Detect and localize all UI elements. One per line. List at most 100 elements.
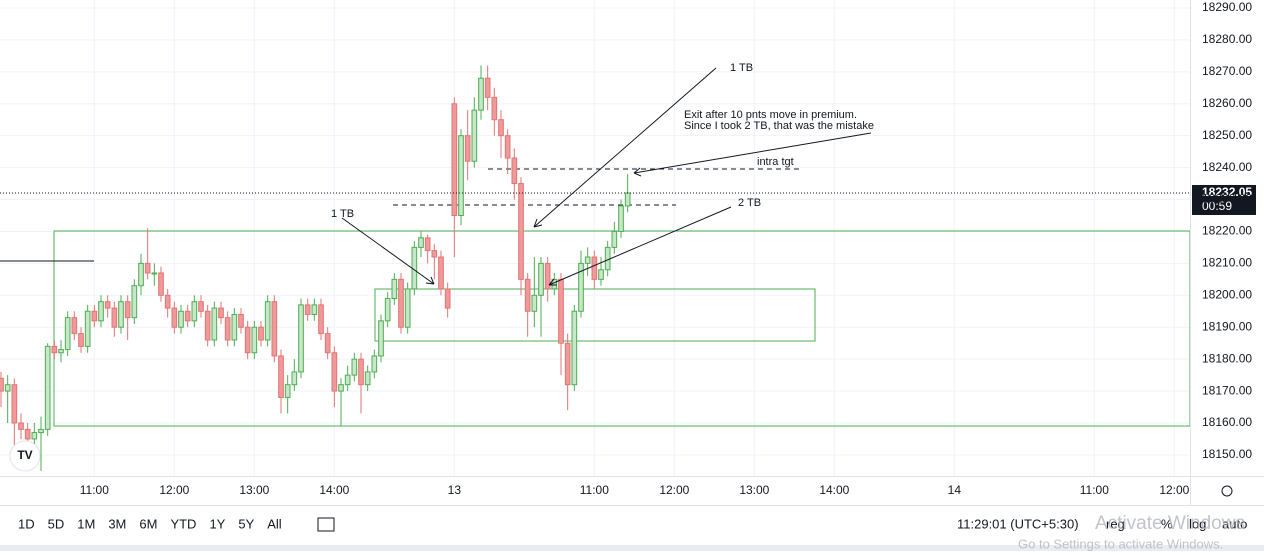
y-tick-label: 18150.00: [1202, 447, 1252, 461]
bottom-bar: [0, 545, 1264, 551]
candle-body: [604, 246, 611, 271]
y-tick-label: 18170.00: [1202, 383, 1252, 397]
candle-body: [284, 384, 291, 398]
y-tick-label: 18200.00: [1202, 287, 1252, 301]
candle-body: [84, 310, 91, 347]
candle-body: [51, 345, 58, 354]
x-tick-label: 11:00: [80, 483, 109, 497]
axes: 18150.00 18160.00 18170.00 18180.00 18190.00…: [80, 0, 1253, 497]
x-tick-label: 12:00: [659, 483, 689, 497]
candle-body: [511, 157, 518, 185]
candle-body: [264, 301, 271, 341]
candle-body: [291, 371, 298, 386]
x-tick-label: 11:00: [580, 483, 609, 497]
candle-body: [104, 301, 111, 309]
candle-body: [498, 119, 504, 137]
x-tick-label: 12:00: [1159, 483, 1189, 497]
range-button[interactable]: 6M: [139, 516, 157, 531]
range-button[interactable]: 5Y: [238, 516, 254, 531]
candle-body: [591, 256, 598, 280]
x-tick-label: 13: [448, 483, 462, 497]
logo-mark: TV: [17, 448, 32, 462]
scale-option[interactable]: %: [1161, 516, 1173, 531]
clock: 11:29:01 (UTC+5:30): [957, 516, 1079, 531]
candle-body: [158, 272, 164, 296]
candle-body: [304, 304, 311, 315]
candle-body: [564, 342, 571, 386]
watermark-title: Activate Windows: [1095, 513, 1245, 534]
candle-body: [144, 262, 151, 274]
range-button[interactable]: 1Y: [209, 516, 225, 531]
candle-body: [324, 333, 331, 354]
scale-option[interactable]: reg: [1106, 516, 1125, 531]
settings-icon[interactable]: [1221, 485, 1233, 497]
candle-body: [364, 371, 371, 386]
zone-box: [374, 288, 816, 342]
candle-body: [31, 432, 38, 440]
y-tick-label: 18240.00: [1202, 160, 1252, 174]
y-tick-label: 18280.00: [1202, 32, 1252, 46]
watermark-subtitle: Go to Settings to activate Windows.: [1018, 536, 1223, 551]
range-button[interactable]: 1M: [77, 516, 95, 531]
arrow: [633, 132, 872, 177]
candle-body: [524, 278, 531, 312]
y-tick-label: 18250.00: [1202, 128, 1252, 142]
candles: [0, 65, 631, 471]
candle-body: [424, 237, 431, 252]
candle-body: [371, 355, 378, 373]
candle-body: [351, 358, 358, 376]
candle-body: [191, 301, 198, 322]
candle-body: [18, 422, 24, 430]
candle-body: [204, 310, 211, 341]
candle-body: [471, 109, 478, 162]
countdown-label: 00:59: [1202, 199, 1232, 213]
candle-body: [271, 301, 278, 357]
x-tick-label: 14:00: [819, 483, 849, 497]
arrows: [341, 67, 872, 286]
annotation: 1 TB: [331, 208, 354, 220]
scale-option[interactable]: auto: [1222, 516, 1247, 531]
candle-body: [171, 307, 178, 328]
arrow: [341, 217, 435, 285]
candle-body: [231, 313, 238, 341]
x-tick-label: 12:00: [159, 483, 189, 497]
candle-body: [251, 326, 258, 354]
candle-body: [318, 304, 324, 335]
candle-body: [151, 272, 158, 275]
candle-body: [378, 320, 384, 357]
scale-option[interactable]: log: [1189, 516, 1206, 531]
y-tick-label: 18270.00: [1202, 64, 1252, 78]
candle-body: [618, 205, 624, 232]
price-label-box: [1192, 184, 1256, 215]
candle-body: [111, 307, 118, 328]
last-price-label: 18232.05: [1202, 185, 1252, 199]
candle-body: [484, 77, 491, 98]
candle-body: [358, 358, 364, 386]
y-tick-label: 18210.00: [1202, 256, 1252, 270]
candle-body: [184, 310, 191, 322]
range-button[interactable]: YTD: [170, 516, 196, 531]
calendar-icon[interactable]: [317, 517, 335, 532]
annotation: 1 TB: [730, 62, 753, 74]
y-tick-label: 18220.00: [1202, 224, 1252, 238]
candle-body: [458, 135, 464, 216]
y-tick-label: 18180.00: [1202, 351, 1252, 365]
range-button[interactable]: 1D: [18, 516, 35, 531]
candle-body: [344, 374, 351, 386]
range-button[interactable]: 3M: [108, 516, 126, 531]
candle-body: [624, 192, 631, 207]
range-button[interactable]: 5D: [48, 516, 65, 531]
y-tick-label: 18230.00: [1202, 192, 1252, 206]
candle-body: [544, 262, 551, 290]
candle-body: [418, 237, 424, 248]
x-tick-label: 11:00: [1080, 483, 1109, 497]
candle-body: [131, 285, 138, 319]
arrow: [533, 67, 717, 228]
range-button[interactable]: All: [267, 516, 282, 531]
candle-body: [238, 313, 244, 328]
candle-body: [24, 428, 31, 440]
